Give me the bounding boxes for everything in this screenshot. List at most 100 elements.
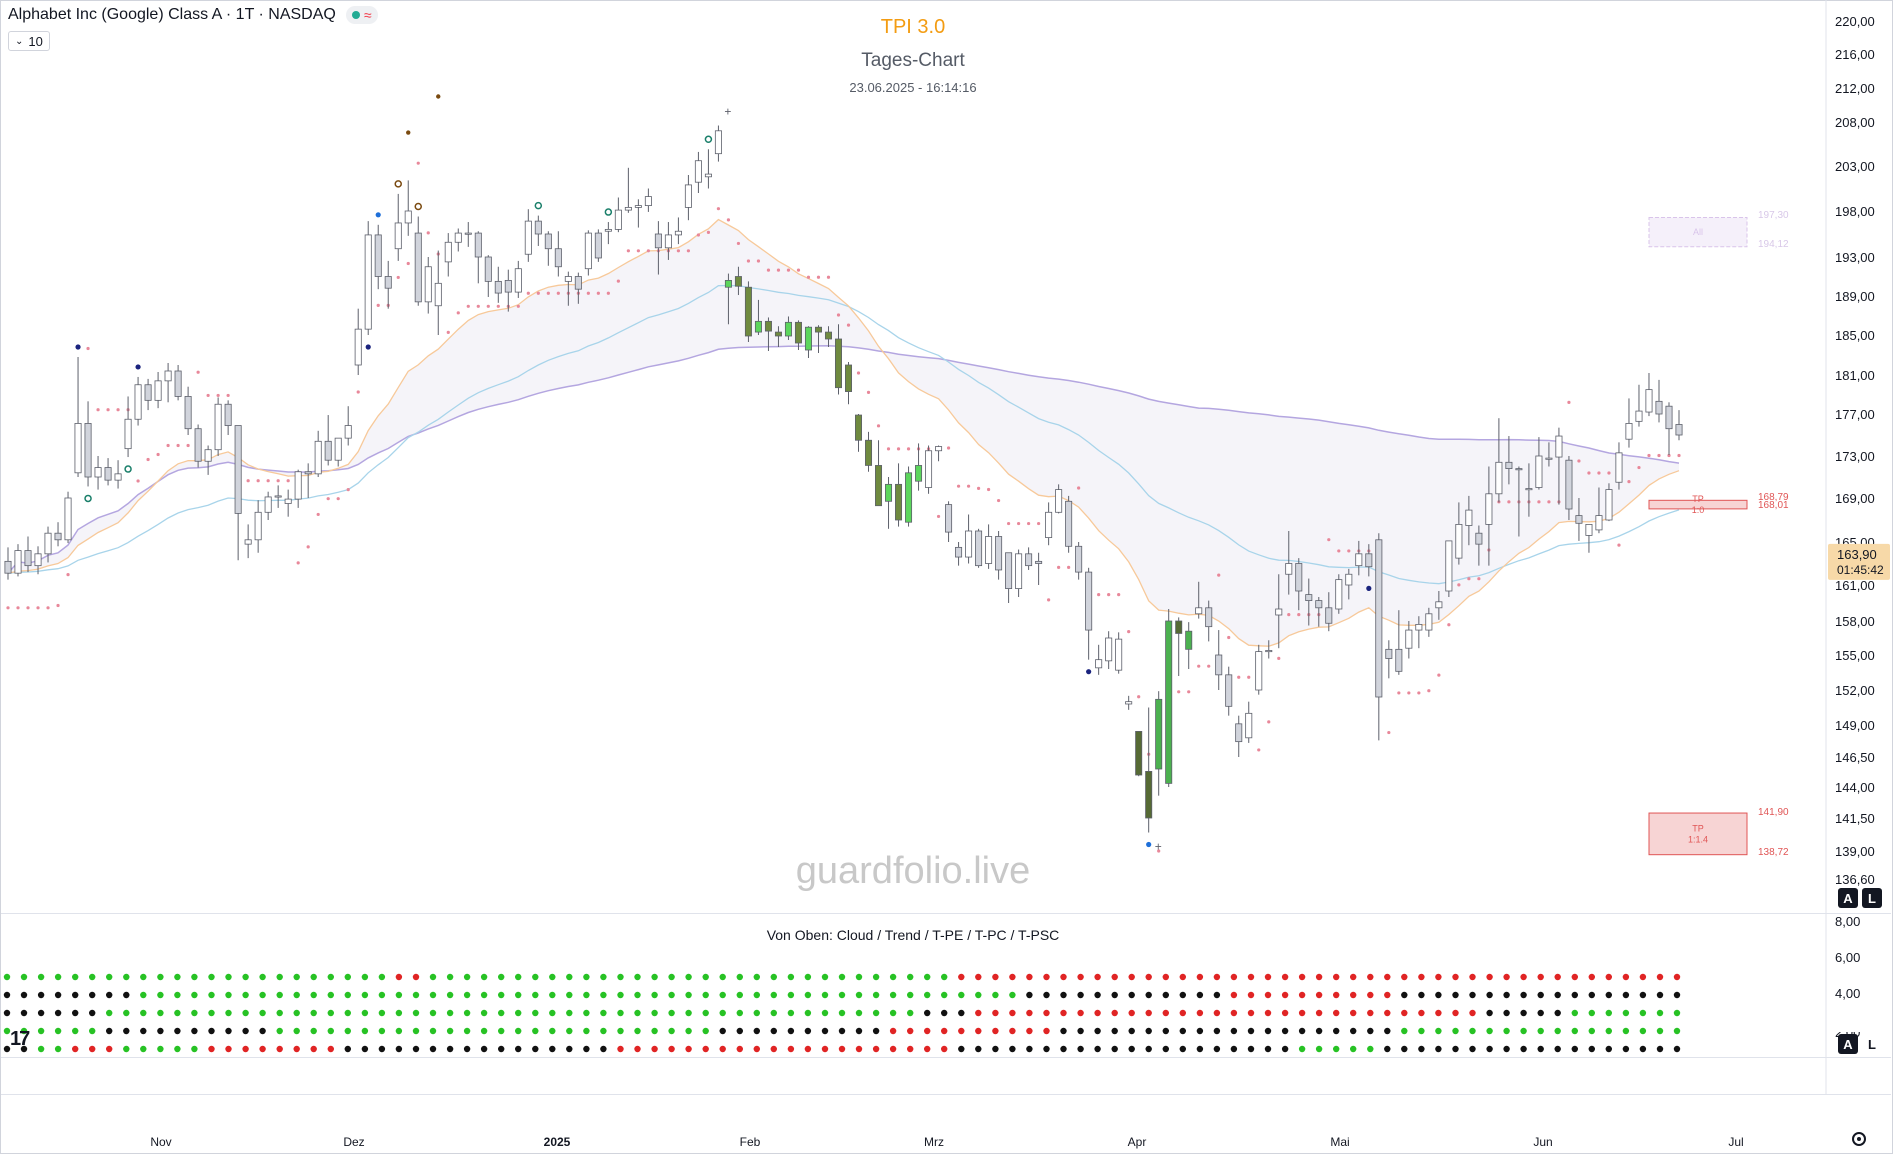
trail-dot <box>416 161 420 165</box>
candle-body <box>1455 524 1463 559</box>
candle-body <box>855 414 863 441</box>
symbol-title[interactable]: Alphabet Inc (Google) Class A · 1T · NAS… <box>8 6 336 23</box>
candle-body <box>1015 553 1023 590</box>
candle-body <box>824 331 832 340</box>
trail-dot <box>1067 565 1071 570</box>
candle-body <box>1385 648 1393 659</box>
candle-body <box>1425 613 1433 631</box>
trail-dot <box>1037 521 1041 526</box>
candle-body <box>1645 389 1653 413</box>
candle-body <box>794 321 802 344</box>
trail-dot <box>476 304 480 308</box>
trail-dot <box>296 561 300 565</box>
candle-body <box>54 532 62 541</box>
trail-dot <box>986 487 991 492</box>
candle-body <box>454 232 462 243</box>
signal-marker <box>75 344 81 350</box>
candle-body <box>865 439 873 466</box>
trail-dot <box>856 371 861 375</box>
candle-body <box>414 232 422 303</box>
sub-auto-scale-button[interactable]: A <box>1838 1034 1858 1054</box>
trail-dot <box>256 479 260 483</box>
candle-body <box>1435 601 1443 609</box>
trail-dot <box>1277 656 1281 660</box>
auto-scale-button[interactable]: A <box>1838 888 1858 908</box>
candle-body <box>214 403 222 451</box>
candle-body <box>84 423 92 478</box>
candle-body <box>1025 553 1033 567</box>
candle-body <box>394 222 402 250</box>
candle-body <box>1605 489 1613 521</box>
candle-body <box>34 553 42 567</box>
candle-body <box>244 539 252 545</box>
trail-dot <box>1117 593 1121 597</box>
signal-marker <box>1146 841 1152 848</box>
trail-dot <box>1157 849 1161 853</box>
candle-body <box>774 331 782 337</box>
candle-body <box>1155 698 1163 770</box>
trail-dot <box>1267 720 1271 724</box>
trail-dot <box>946 446 951 450</box>
plus-marker: + <box>1155 840 1162 854</box>
candle-body <box>464 232 472 235</box>
all-target-box <box>1648 216 1748 248</box>
trail-dot <box>286 479 290 483</box>
candle-body <box>1225 674 1233 707</box>
trail-dot <box>106 408 110 412</box>
candle-body <box>1255 651 1263 691</box>
candle-body <box>614 209 622 230</box>
candle-body <box>1485 493 1493 525</box>
trail-dot <box>726 218 731 222</box>
pane-separator-bottom <box>1 1057 1891 1058</box>
signal-marker <box>534 201 543 210</box>
trail-dot <box>226 393 230 398</box>
subpane-title: Von Oben: Cloud / Trend / T-PE / T-PC / … <box>766 927 1060 943</box>
candle-body <box>764 320 772 332</box>
y-tick-label: 161,00 <box>1835 578 1875 593</box>
signal-marker <box>406 130 411 135</box>
trail-dot <box>496 304 500 308</box>
symbol-header[interactable]: Alphabet Inc (Google) Class A · 1T · NAS… <box>8 6 378 24</box>
candle-body <box>1215 654 1223 676</box>
candle-body <box>654 233 662 249</box>
trail-dot <box>316 512 320 517</box>
x-tick-label: Mai <box>1330 1135 1349 1149</box>
candle-body <box>174 370 182 397</box>
signal-marker <box>124 465 132 473</box>
candle-body <box>975 530 983 567</box>
candle-body <box>234 425 242 514</box>
trail-dot <box>1127 630 1131 634</box>
candle-body <box>724 279 732 288</box>
y-tick-label: 193,00 <box>1835 250 1875 265</box>
indicator-level-toggle[interactable]: ⌄ 10 <box>8 31 50 51</box>
level-label: 168,79 <box>1758 492 1789 503</box>
candle-body <box>1065 500 1073 547</box>
candle-body <box>1585 524 1593 536</box>
candle-body <box>1465 509 1473 526</box>
trail-dot <box>1097 593 1101 597</box>
trail-dot <box>1247 675 1251 679</box>
candle-body <box>1615 452 1623 483</box>
gear-icon[interactable] <box>1852 1132 1866 1146</box>
pane-separator[interactable] <box>1 913 1891 914</box>
candle-body <box>1325 607 1333 624</box>
candle-body <box>504 279 512 293</box>
x-tick-label: Dez <box>343 1135 364 1149</box>
candle-body <box>554 248 562 268</box>
trail-dot <box>1437 673 1441 677</box>
trail-dot <box>746 259 751 263</box>
candle-body <box>754 320 762 333</box>
trail-dot <box>1647 453 1651 458</box>
last-price-value: 163,90 <box>1837 547 1877 562</box>
candle-body <box>1265 650 1273 653</box>
trail-dot <box>996 498 1001 503</box>
sub-log-scale-button[interactable]: L <box>1862 1034 1882 1054</box>
x-tick-label: Nov <box>150 1135 171 1149</box>
status-pill[interactable]: ≈ <box>345 6 378 24</box>
log-scale-button[interactable]: L <box>1862 888 1882 908</box>
trail-dot <box>96 408 100 412</box>
y-tick-label: 144,00 <box>1835 780 1875 795</box>
tradingview-logo[interactable]: 17 <box>10 1028 30 1050</box>
y-tick-label: 158,00 <box>1835 614 1875 629</box>
